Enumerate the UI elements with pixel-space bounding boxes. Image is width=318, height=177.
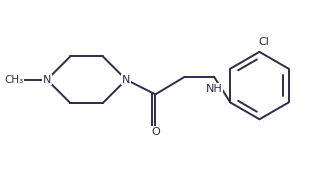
Text: NH: NH: [206, 84, 222, 94]
Text: N: N: [43, 75, 51, 85]
Text: CH₃: CH₃: [4, 75, 24, 85]
Text: O: O: [151, 127, 160, 137]
Text: N: N: [122, 75, 130, 85]
Text: Cl: Cl: [259, 37, 269, 47]
